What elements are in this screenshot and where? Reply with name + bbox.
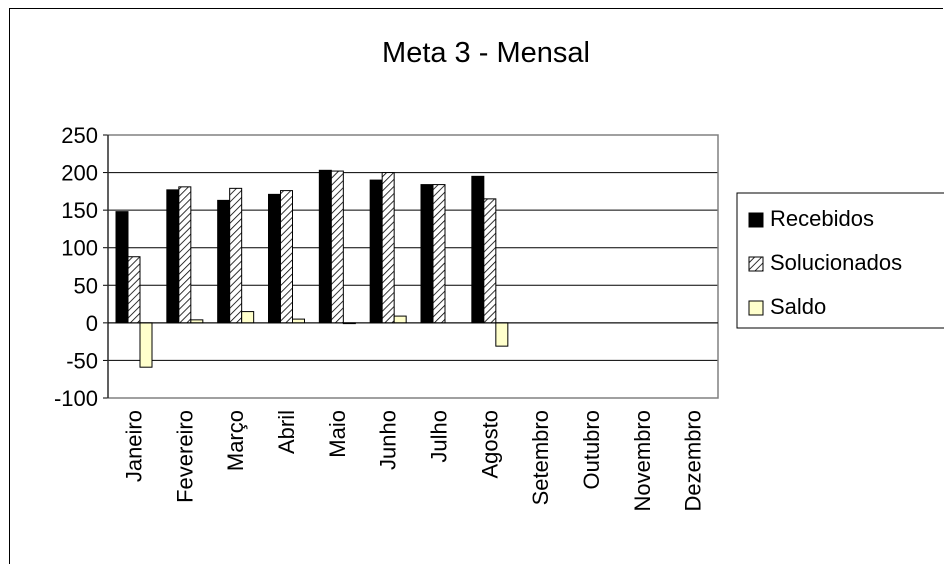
bar-solucionados-maio <box>330 170 344 324</box>
bar-saldo-março <box>241 311 255 324</box>
bar-recebidos-janeiro <box>115 211 129 324</box>
legend-label-recebidos: Recebidos <box>770 206 874 231</box>
y-tick-label: -50 <box>66 348 98 373</box>
y-tick-label: 200 <box>61 161 98 186</box>
x-tick-label: Fevereiro <box>172 410 197 503</box>
bar-solucionados-julho <box>432 184 446 324</box>
legend-label-saldo: Saldo <box>770 294 826 319</box>
x-tick-label: Maio <box>325 410 350 458</box>
chart-title: Meta 3 - Mensal <box>382 37 590 69</box>
y-tick-label: 100 <box>61 236 98 261</box>
x-tick-label: Julho <box>426 410 451 463</box>
bar-solucionados-março <box>229 187 243 324</box>
legend-swatch-solucionados <box>748 256 764 272</box>
bar-solucionados-fevereiro <box>178 186 192 324</box>
y-tick-label: 0 <box>86 311 98 336</box>
bar-saldo-agosto <box>495 322 509 347</box>
x-tick-label: Setembro <box>528 410 553 505</box>
legend-swatch-recebidos <box>748 212 764 228</box>
bar-recebidos-fevereiro <box>166 189 180 324</box>
x-tick-label: Junho <box>376 410 401 470</box>
x-tick-label: Agosto <box>477 410 502 479</box>
bar-recebidos-março <box>217 199 231 324</box>
bar-recebidos-maio <box>318 169 332 324</box>
x-tick-label: Outubro <box>579 410 604 490</box>
bar-solucionados-agosto <box>483 198 497 324</box>
bar-saldo-janeiro <box>139 322 153 368</box>
y-tick-label: 50 <box>74 273 98 298</box>
legend-box <box>736 192 944 329</box>
bar-recebidos-junho <box>369 179 383 324</box>
x-tick-label: Novembro <box>630 410 655 511</box>
legend: Recebidos Solucionados Saldo <box>736 192 944 329</box>
bar-recebidos-julho <box>420 184 434 324</box>
bar-recebidos-abril <box>268 193 281 324</box>
y-tick-label: 250 <box>61 123 98 148</box>
bar-saldo-junho <box>393 315 407 324</box>
y-tick-label: -100 <box>54 386 98 411</box>
plot-background <box>108 135 718 398</box>
y-tick-label: 150 <box>61 198 98 223</box>
legend-swatch-saldo <box>748 300 764 316</box>
x-tick-label: Dezembro <box>681 410 706 511</box>
bar-solucionados-janeiro <box>127 256 141 324</box>
chart-frame <box>9 8 943 564</box>
bar-saldo-abril <box>292 318 305 324</box>
bar-recebidos-agosto <box>471 175 485 324</box>
legend-label-solucionados: Solucionados <box>770 250 902 275</box>
x-tick-label: Março <box>223 410 248 471</box>
plot-area: -100 -50 0 50 100 150 200 250 Janeiro Fevereiro Ma… <box>54 123 719 511</box>
x-tick-label: Janeiro <box>121 410 146 482</box>
x-tick-label: Abril <box>274 410 299 454</box>
bar-solucionados-abril <box>280 190 293 324</box>
bar-solucionados-junho <box>381 172 395 324</box>
